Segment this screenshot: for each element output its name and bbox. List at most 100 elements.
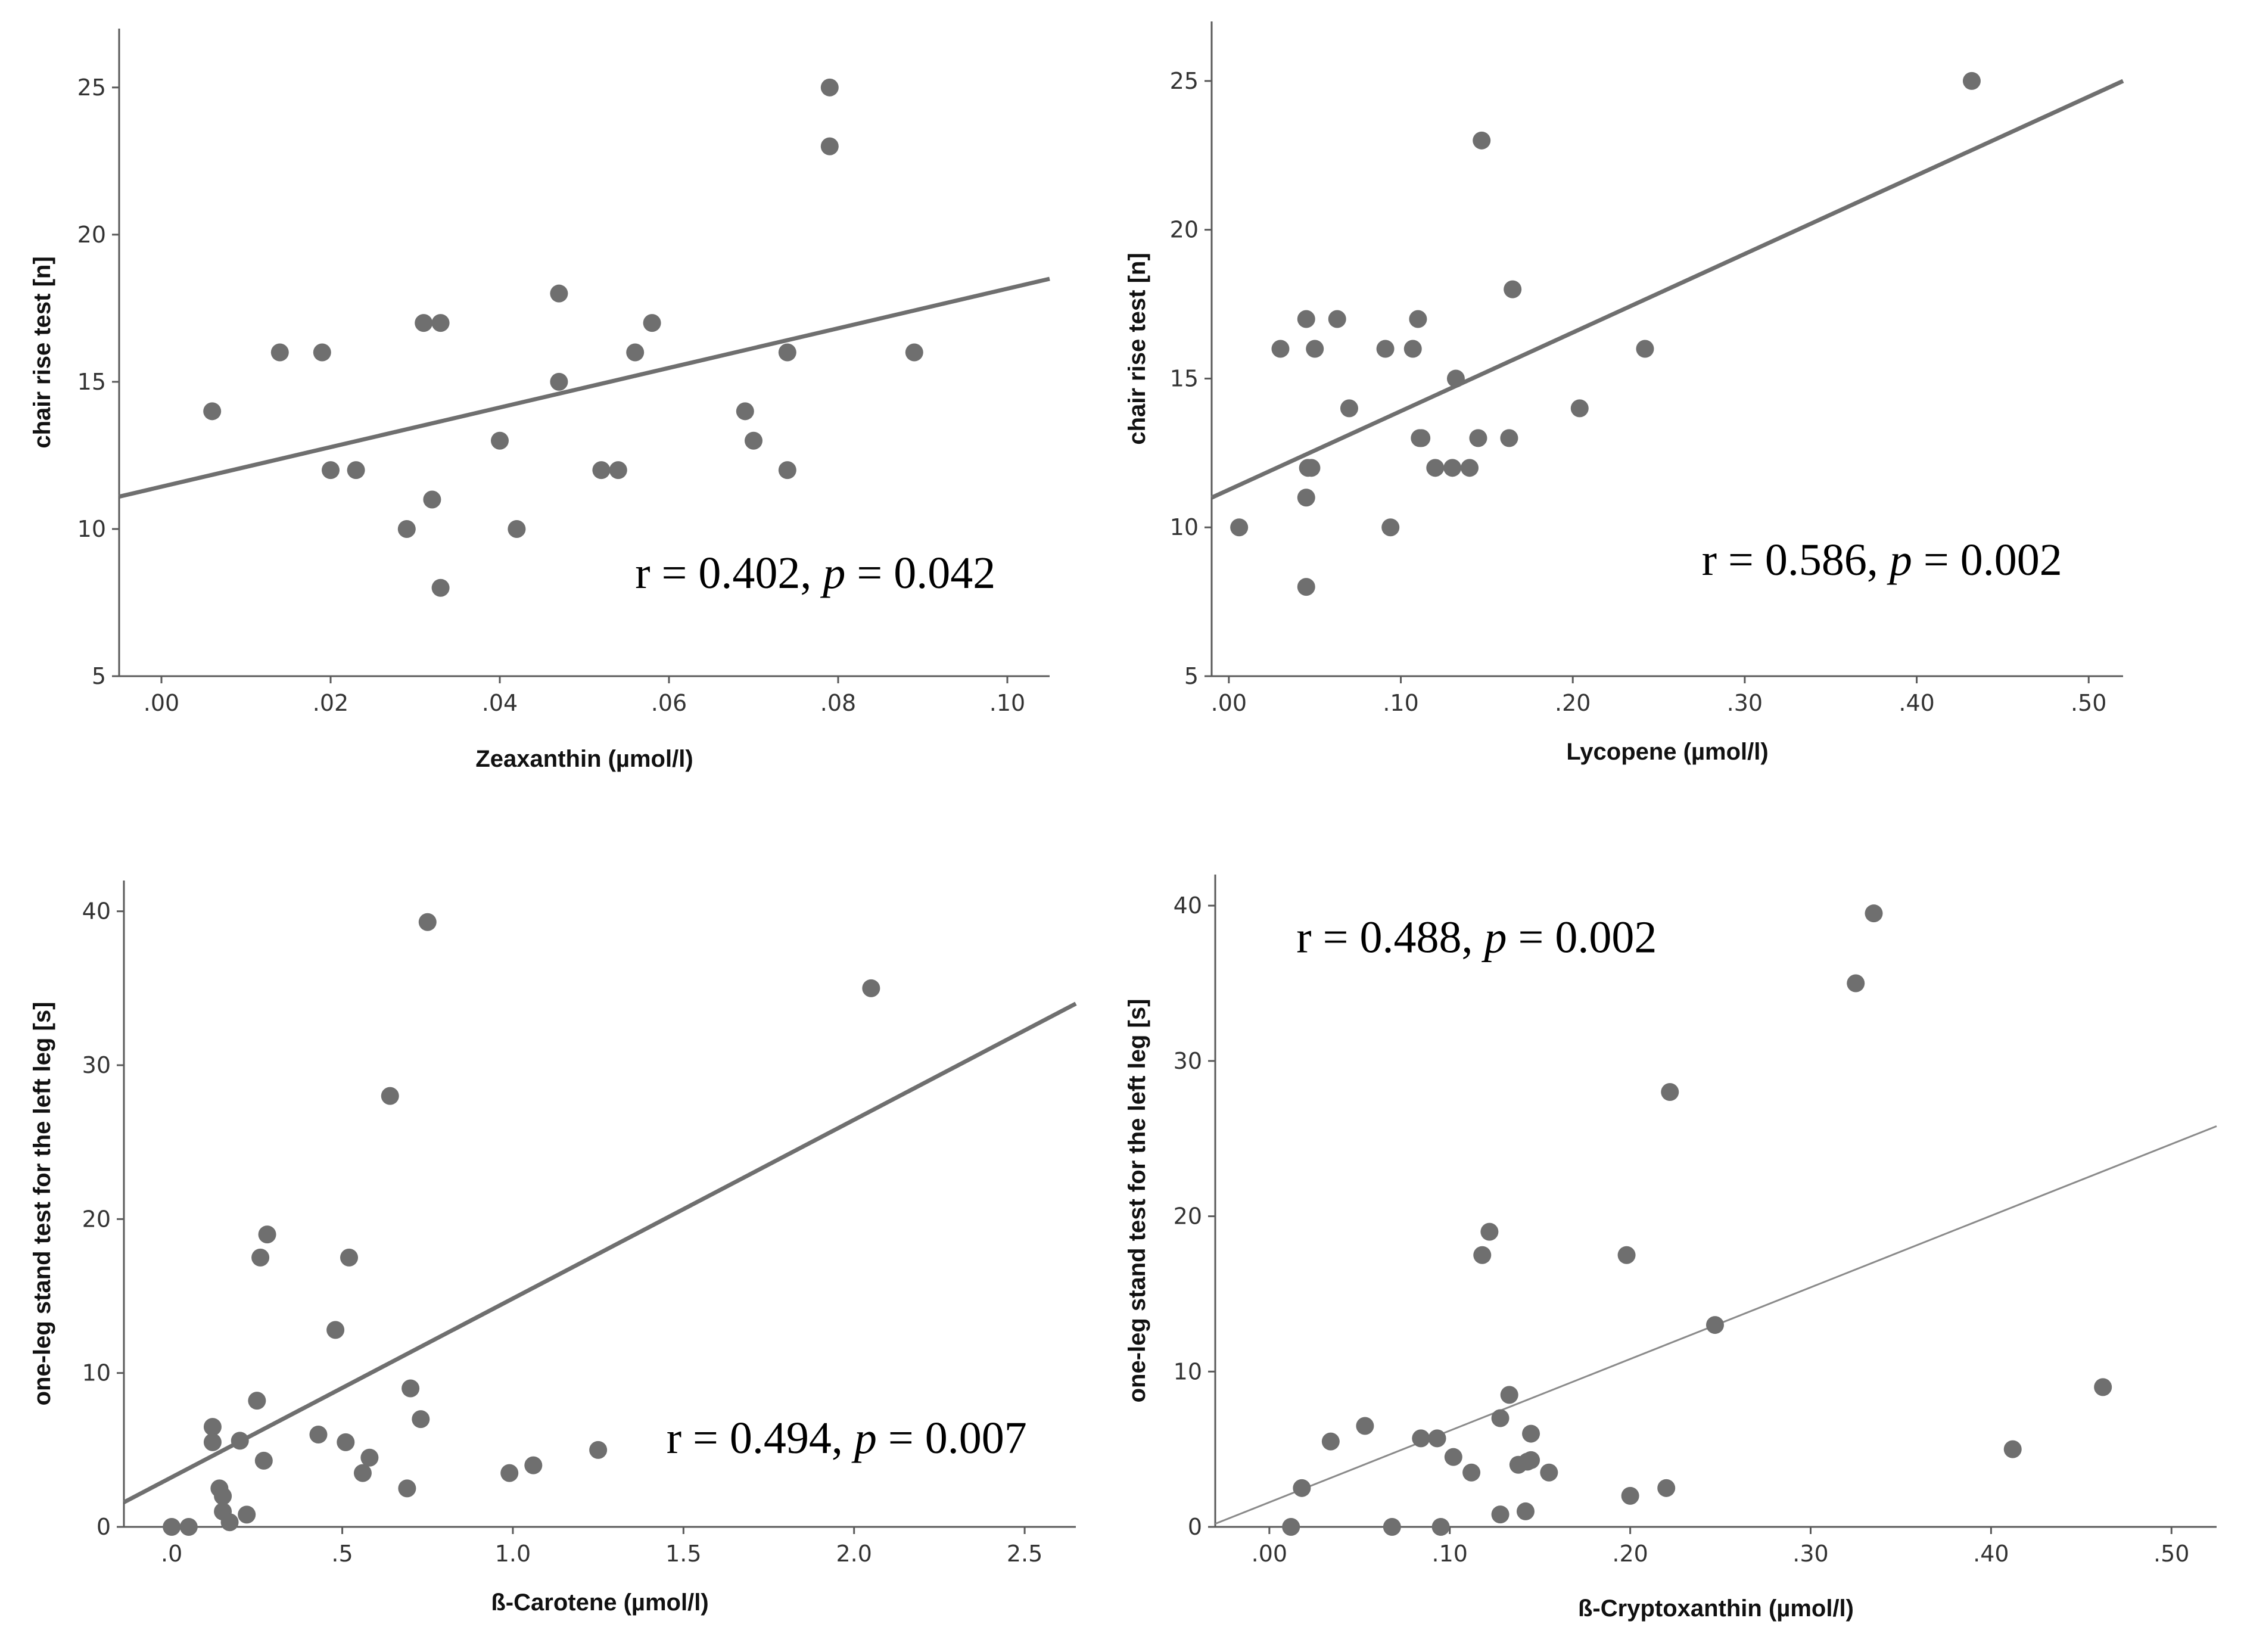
data-point: [309, 1426, 328, 1443]
y-ticks: 5 10 15 20 25: [77, 74, 119, 689]
data-point: [1356, 1417, 1374, 1435]
scatter-panel-beta-cryptoxanthin: 0 10 20 30 40 .00 .10 .20 .30 .40 .50 r = 0.488, …: [1124, 875, 2217, 1622]
data-point: [1321, 1432, 1340, 1451]
y-axis-label: chair rise test [n]: [1124, 253, 1150, 444]
y-tick-label: 5: [92, 663, 106, 689]
x-tick-label: .04: [482, 690, 518, 716]
data-point: [589, 1441, 608, 1459]
data-point: [381, 1087, 399, 1105]
data-point: [251, 1248, 270, 1267]
data-point: [254, 1451, 273, 1470]
y-tick-label: 20: [82, 1206, 111, 1232]
data-points: [163, 913, 880, 1536]
data-point: [1480, 1222, 1499, 1241]
y-axis-label: one-leg stand test for the left leg [s]: [29, 1002, 55, 1406]
data-point: [1383, 1518, 1401, 1536]
x-ticks: .00 .10 .20 .30 .40 .50: [1211, 676, 2106, 716]
data-point: [423, 490, 441, 509]
x-tick-label: .50: [2071, 690, 2106, 716]
data-point: [1617, 1246, 1636, 1264]
data-point: [1491, 1409, 1510, 1427]
x-tick-label: 1.5: [665, 1541, 701, 1567]
data-point: [1444, 1448, 1462, 1466]
y-tick-label: 10: [77, 516, 106, 542]
data-point: [1473, 131, 1491, 150]
data-point: [1412, 1429, 1430, 1448]
data-point: [214, 1487, 232, 1505]
x-tick-label: 2.5: [1007, 1541, 1042, 1567]
x-tick-label: .40: [1973, 1541, 2009, 1567]
data-point: [163, 1518, 181, 1536]
y-tick-label: 20: [77, 222, 106, 248]
x-tick-label: .10: [1432, 1541, 1468, 1567]
data-point: [1340, 399, 1358, 418]
y-tick-label: 20: [1170, 217, 1199, 243]
data-point: [1462, 1463, 1481, 1482]
data-point: [508, 519, 526, 538]
data-point: [1621, 1486, 1639, 1505]
data-point: [524, 1456, 543, 1474]
data-point: [1636, 340, 1654, 358]
x-tick-label: .00: [1252, 1541, 1287, 1567]
data-point: [609, 461, 627, 480]
x-axis-label: Zeaxanthin (µmol/l): [475, 746, 693, 772]
data-point: [326, 1321, 345, 1339]
data-point: [1409, 310, 1427, 328]
y-tick-label: 20: [1174, 1203, 1202, 1230]
data-point: [643, 314, 661, 332]
y-tick-label: 0: [97, 1514, 111, 1540]
x-tick-label: .0: [161, 1541, 182, 1567]
data-point: [1426, 459, 1445, 477]
data-point: [1282, 1518, 1300, 1536]
data-point: [1306, 340, 1324, 358]
data-point: [412, 1410, 430, 1429]
x-tick-label: .5: [331, 1541, 353, 1567]
data-point: [1230, 518, 1249, 537]
data-point: [1297, 578, 1315, 596]
y-tick-label: 40: [82, 898, 111, 925]
data-point: [258, 1225, 276, 1244]
data-point: [1381, 518, 1400, 537]
data-point: [2003, 1440, 2022, 1458]
data-point: [1412, 429, 1431, 447]
data-point: [1705, 1316, 1724, 1334]
x-ticks: .0 .5 1.0 1.5 2.0 2.5: [161, 1527, 1042, 1567]
data-point: [550, 372, 568, 391]
y-axis-label: one-leg stand test for the left leg [s]: [1124, 999, 1150, 1403]
y-tick-label: 30: [82, 1052, 111, 1078]
data-point: [220, 1513, 239, 1532]
y-tick-label: 40: [1174, 892, 1202, 919]
data-point: [1403, 340, 1422, 358]
data-point: [1500, 1386, 1518, 1404]
data-point: [353, 1464, 372, 1482]
data-point: [862, 979, 880, 997]
data-point: [1443, 459, 1462, 477]
data-point: [1522, 1451, 1540, 1469]
data-point: [820, 78, 839, 97]
x-tick-label: .30: [1727, 690, 1763, 716]
data-point: [418, 913, 437, 931]
data-point: [313, 343, 331, 362]
data-point: [1446, 369, 1465, 388]
data-point: [905, 343, 923, 362]
x-axis-label: ß-Carotene (µmol/l): [491, 1589, 708, 1616]
x-tick-label: 1.0: [495, 1541, 531, 1567]
x-tick-label: .50: [2153, 1541, 2189, 1567]
data-point: [1847, 974, 1865, 993]
x-ticks: .00 .10 .20 .30 .40 .50: [1252, 1527, 2189, 1567]
data-point: [1297, 489, 1315, 507]
x-tick-label: .00: [1211, 690, 1247, 716]
data-point: [491, 431, 509, 450]
regression-line: [1210, 79, 2124, 500]
x-tick-label: .06: [651, 690, 687, 716]
scatter-panel-zeaxanthin: 5 10 15 20 25 .00 .02 .04 .06 .08 .10 r = 0.402, …: [29, 29, 1050, 772]
y-tick-label: 10: [1170, 514, 1199, 540]
x-tick-label: .20: [1612, 1541, 1648, 1567]
y-tick-label: 25: [1170, 68, 1199, 94]
data-point: [1469, 429, 1487, 447]
data-point: [337, 1433, 355, 1451]
scatter-panel-lycopene: 5 10 15 20 25 .00 .10 .20 .30 .40 .50 r = 0.586, …: [1124, 21, 2124, 765]
correlation-annotation: r = 0.488, p = 0.002: [1296, 912, 1657, 962]
x-axis-label: ß-Cryptoxanthin (µmol/l): [1578, 1595, 1854, 1622]
